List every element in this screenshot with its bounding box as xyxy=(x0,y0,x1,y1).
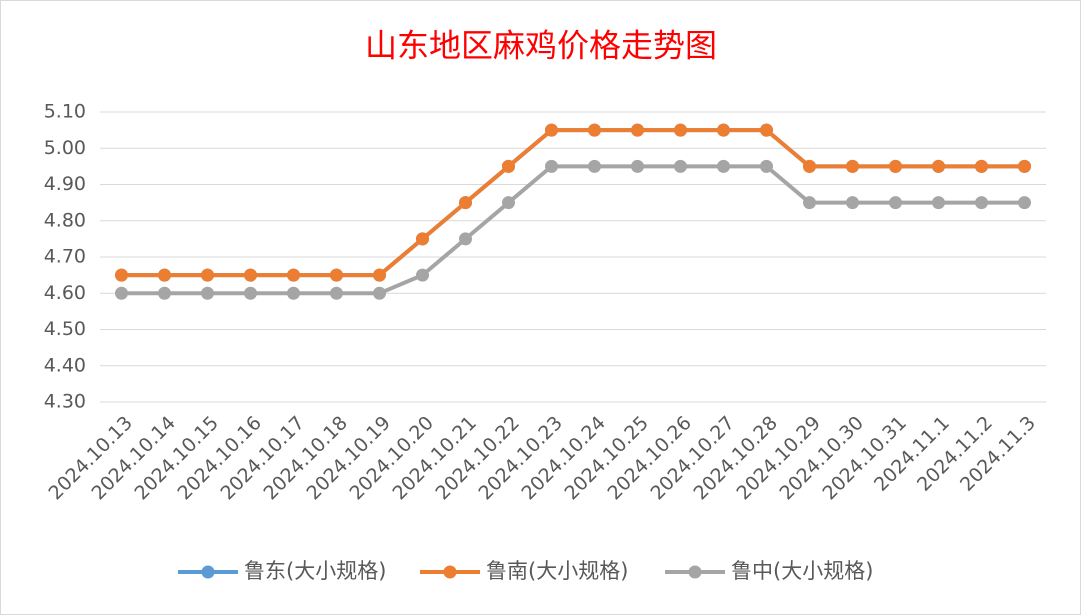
legend-label: 鲁中(大小规格) xyxy=(731,559,873,583)
point xyxy=(287,268,300,282)
legend-marker xyxy=(688,565,702,579)
point xyxy=(717,159,730,173)
legend-label: 鲁东(大小规格) xyxy=(244,559,386,583)
point xyxy=(373,286,386,300)
point xyxy=(760,123,773,137)
point xyxy=(631,123,644,137)
legend-marker xyxy=(443,565,457,579)
point xyxy=(416,268,429,282)
series-line xyxy=(121,128,1025,278)
point xyxy=(330,286,343,300)
point xyxy=(459,232,472,246)
y-tick-label: 4.40 xyxy=(44,354,86,376)
point xyxy=(975,159,988,173)
point xyxy=(803,196,816,210)
point xyxy=(158,268,171,282)
point xyxy=(717,123,730,137)
point xyxy=(244,268,257,282)
point xyxy=(889,196,902,210)
point xyxy=(932,196,945,210)
point xyxy=(502,159,515,173)
point xyxy=(889,159,902,173)
y-tick-label: 4.90 xyxy=(44,173,86,195)
point xyxy=(158,286,171,300)
legend-marker xyxy=(201,565,215,579)
y-tick-label: 4.30 xyxy=(44,391,86,413)
point xyxy=(201,268,214,282)
y-tick-label: 4.50 xyxy=(44,318,86,340)
point xyxy=(115,286,128,300)
point xyxy=(674,159,687,173)
point xyxy=(975,196,988,210)
point xyxy=(416,232,429,246)
point xyxy=(502,196,515,210)
point xyxy=(330,268,343,282)
point xyxy=(588,123,601,137)
point xyxy=(803,159,816,173)
point xyxy=(1018,196,1031,210)
point xyxy=(373,268,386,282)
point xyxy=(846,159,859,173)
point xyxy=(1018,159,1031,173)
point xyxy=(846,196,859,210)
y-tick-label: 5.00 xyxy=(44,137,86,159)
series-line xyxy=(121,164,1025,296)
point xyxy=(244,286,257,300)
y-tick-label: 4.70 xyxy=(44,246,86,268)
point xyxy=(545,159,558,173)
point xyxy=(545,123,558,137)
y-tick-label: 4.60 xyxy=(44,282,86,304)
point xyxy=(674,123,687,137)
chart-title: 山东地区麻鸡价格走势图 xyxy=(365,27,717,65)
legend-label: 鲁南(大小规格) xyxy=(486,559,628,583)
y-tick-label: 4.80 xyxy=(44,209,86,231)
y-tick-label: 5.10 xyxy=(44,101,86,123)
point xyxy=(631,159,644,173)
point xyxy=(201,286,214,300)
point xyxy=(760,159,773,173)
point xyxy=(588,159,601,173)
point xyxy=(287,286,300,300)
point xyxy=(115,268,128,282)
point xyxy=(932,159,945,173)
point xyxy=(459,196,472,210)
